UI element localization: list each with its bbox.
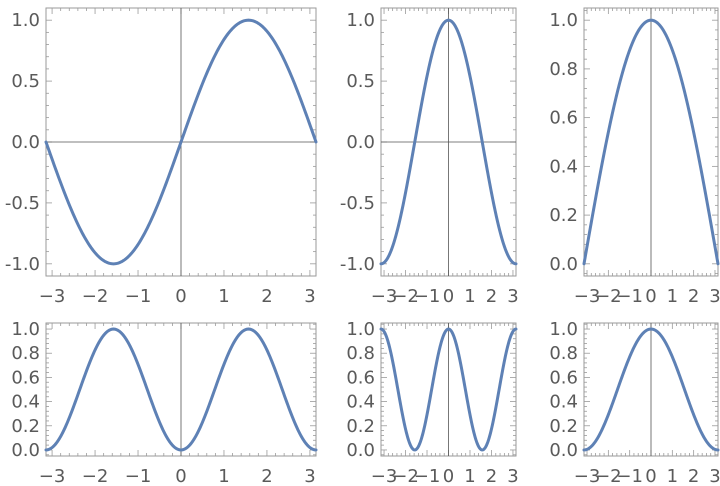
x-tick-label: 0 [443, 286, 454, 307]
curve-line [44, 18, 318, 266]
x-tick-label: −2 [392, 466, 419, 486]
x-tick-label: 2 [486, 466, 497, 486]
x-tick-label: −1 [414, 466, 441, 486]
x-tick-label: 1 [464, 286, 475, 307]
x-tick-label: 1 [218, 286, 229, 307]
x-tick-label: 2 [261, 286, 272, 307]
x-tick-label: 3 [709, 466, 720, 486]
x-tick-label: 3 [304, 286, 315, 307]
x-tick-label: −2 [392, 286, 419, 307]
x-tick-label: 3 [304, 466, 315, 486]
y-tick-label: 0.5 [346, 71, 375, 92]
x-tick-label: −3 [371, 286, 398, 307]
y-tick-label: 0.0 [549, 440, 578, 461]
x-tick-label: −3 [371, 466, 398, 486]
y-tick-label: 1.0 [549, 10, 578, 31]
y-tick-label: 1.0 [11, 10, 40, 31]
y-tick-label: 0.4 [549, 156, 578, 177]
y-tick-label: 0.2 [549, 205, 578, 226]
x-tick-label: 1 [218, 466, 229, 486]
plot-panel-6: −3−2−1 0 1 2 3 0.0 0.2 0.4 0.6 0.8 1.0 [549, 319, 720, 486]
curve-line [379, 327, 518, 452]
x-tick-label: −2 [595, 286, 622, 307]
y-tick-label: 0.8 [11, 343, 40, 364]
y-tick-label: -1.0 [340, 254, 375, 275]
curve-line [582, 327, 720, 452]
y-tick-label: 0.2 [549, 416, 578, 437]
y-tick-label: -1.0 [5, 254, 40, 275]
y-tick-label: 0.4 [346, 392, 375, 413]
x-tick-label: −1 [616, 286, 643, 307]
x-tick-label: 0 [175, 286, 186, 307]
x-tick-label: 2 [261, 466, 272, 486]
x-tick-label: −1 [125, 286, 152, 307]
y-tick-label: 1.0 [346, 319, 375, 340]
x-tick-label: −3 [574, 286, 601, 307]
x-tick-label: −3 [574, 466, 601, 486]
x-tick-label: 0 [443, 466, 454, 486]
x-tick-label: 0 [175, 466, 186, 486]
x-tick-label: 0 [645, 286, 656, 307]
plot-panel-2: −3−2−1 0 1 2 3 -1.0 -0.5 0.0 0.5 1.0 [340, 7, 519, 307]
x-tick-label: −3 [39, 286, 66, 307]
x-tick-label: −1 [414, 286, 441, 307]
x-tick-label: 1 [464, 466, 475, 486]
y-tick-label: 0.6 [346, 367, 375, 388]
x-tick-label: −2 [82, 466, 109, 486]
y-tick-label: 0.0 [549, 254, 578, 275]
x-tick-label: 1 [667, 466, 678, 486]
y-tick-label: 0.6 [549, 108, 578, 129]
x-tick-label: −3 [39, 466, 66, 486]
y-tick-label: 0.4 [549, 392, 578, 413]
y-tick-label: 0.8 [549, 59, 578, 80]
x-tick-label: 2 [486, 286, 497, 307]
x-tick-label: 2 [688, 286, 699, 307]
x-tick-label: 3 [709, 286, 720, 307]
x-tick-label: 1 [667, 286, 678, 307]
x-tick-label: −1 [616, 466, 643, 486]
y-tick-label: -0.5 [5, 193, 40, 214]
y-tick-label: 0.5 [11, 71, 40, 92]
curve-line [379, 18, 518, 266]
x-tick-label: 3 [507, 466, 518, 486]
x-tick-label: −2 [595, 466, 622, 486]
x-tick-label: −1 [125, 466, 152, 486]
y-tick-label: 0.2 [346, 416, 375, 437]
y-tick-label: 1.0 [11, 319, 40, 340]
y-tick-label: 0.6 [11, 367, 40, 388]
y-tick-label: 0.6 [549, 367, 578, 388]
y-tick-label: 1.0 [346, 10, 375, 31]
y-tick-label: 0.8 [346, 343, 375, 364]
y-tick-label: 0.8 [549, 343, 578, 364]
y-tick-label: -0.5 [340, 193, 375, 214]
plot-panel-3: −3−2−1 0 1 2 3 0.0 0.2 0.4 0.6 0.8 1.0 [549, 7, 720, 307]
y-tick-label: 0.2 [11, 416, 40, 437]
y-tick-label: 0.0 [11, 132, 40, 153]
curve-line [44, 327, 318, 452]
x-tick-label: 2 [688, 466, 699, 486]
y-tick-label: 0.4 [11, 392, 40, 413]
x-tick-label: 3 [507, 286, 518, 307]
y-tick-label: 1.0 [549, 319, 578, 340]
y-tick-label: 0.0 [11, 440, 40, 461]
plot-panel-4: −3 −2 −1 0 1 2 3 0.0 0.2 0.4 0.6 0.8 1.0 [11, 319, 318, 486]
plot-panel-1: −3 −2 −1 0 1 2 3 -1.0 -0.5 0.0 0.5 1.0 [5, 7, 318, 307]
x-tick-label: −2 [82, 286, 109, 307]
y-tick-label: 0.0 [346, 440, 375, 461]
plot-panel-5: −3−2−1 0 1 2 3 0.0 0.2 0.4 0.6 0.8 1.0 [346, 319, 518, 486]
curve-line [582, 18, 720, 266]
y-tick-label: 0.0 [346, 132, 375, 153]
x-tick-label: 0 [645, 466, 656, 486]
